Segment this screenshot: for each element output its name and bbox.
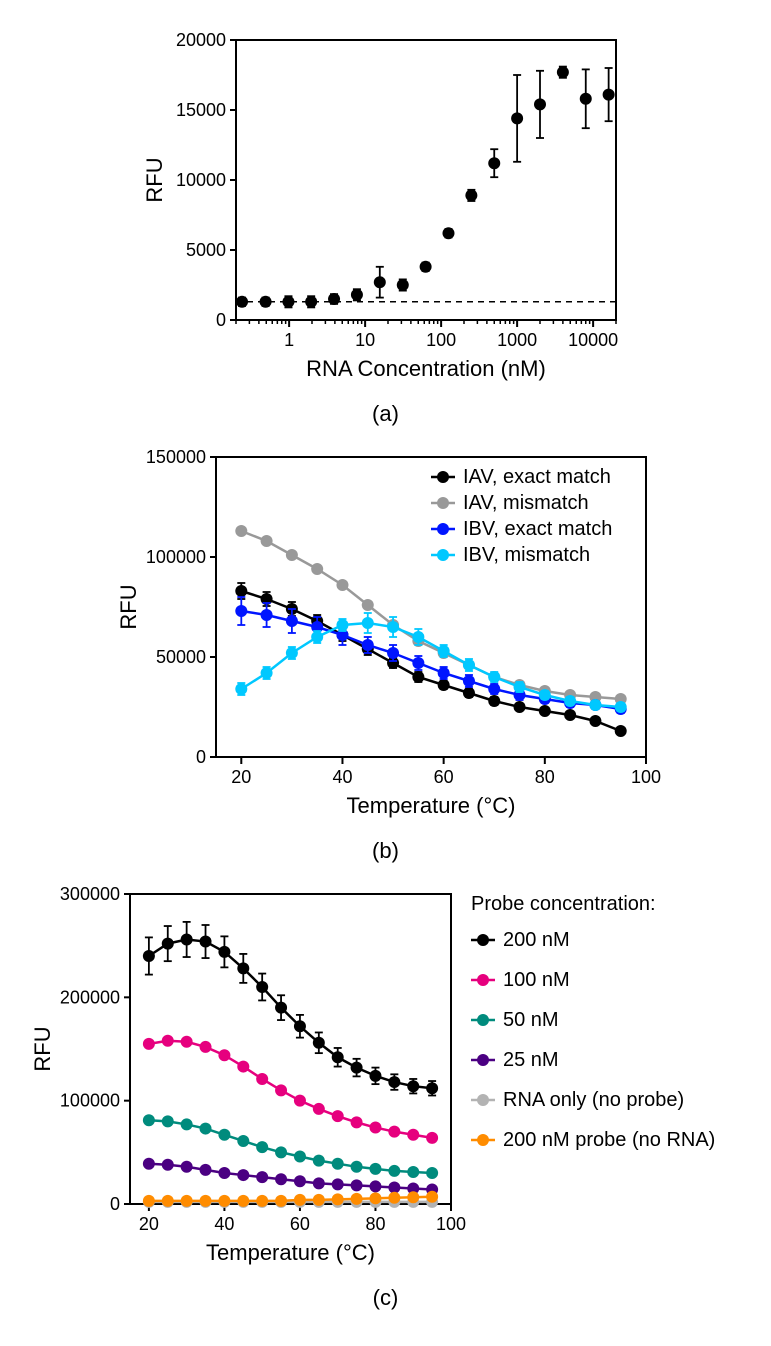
svg-text:20: 20 [231, 767, 251, 787]
svg-text:100 nM: 100 nM [503, 969, 570, 991]
svg-text:IAV, mismatch: IAV, mismatch [463, 492, 589, 514]
svg-text:5000: 5000 [185, 240, 225, 260]
svg-text:300000: 300000 [60, 884, 120, 904]
svg-text:0: 0 [110, 1194, 120, 1214]
panel-a-label: (a) [136, 401, 636, 427]
svg-text:100: 100 [436, 1214, 466, 1234]
svg-text:100000: 100000 [60, 1091, 120, 1111]
panel-a: 0 5000 10000 15000 20000 1 10 100 1000 10000 RNA C… [136, 20, 636, 427]
svg-text:20000: 20000 [175, 30, 225, 50]
svg-text:20: 20 [139, 1214, 159, 1234]
svg-text:RFU: RFU [142, 157, 167, 202]
svg-text:RFU: RFU [116, 584, 141, 629]
svg-text:0: 0 [215, 310, 225, 330]
svg-text:Probe concentration:: Probe concentration: [471, 893, 656, 915]
svg-text:IBV, exact match: IBV, exact match [463, 518, 612, 540]
svg-text:Temperature (°C): Temperature (°C) [346, 793, 515, 818]
svg-text:1000: 1000 [497, 330, 537, 350]
svg-text:60: 60 [290, 1214, 310, 1234]
svg-text:100: 100 [426, 330, 456, 350]
svg-text:50000: 50000 [155, 647, 205, 667]
svg-text:IAV, exact match: IAV, exact match [463, 466, 611, 488]
svg-text:200 nM: 200 nM [503, 929, 570, 951]
svg-text:25 nM: 25 nM [503, 1049, 559, 1071]
svg-text:RNA only (no probe): RNA only (no probe) [503, 1089, 684, 1111]
svg-text:50 nM: 50 nM [503, 1009, 559, 1031]
svg-text:10000: 10000 [175, 170, 225, 190]
svg-text:60: 60 [433, 767, 453, 787]
svg-text:15000: 15000 [175, 100, 225, 120]
svg-text:150000: 150000 [145, 447, 205, 467]
panel-c: 0 100000 200000 300000 20 40 60 80 100 Temperatur… [20, 874, 751, 1311]
figure: 05000100001500020000110100100010000RNA C… [20, 20, 751, 1311]
svg-text:10: 10 [355, 330, 375, 350]
svg-text:80: 80 [534, 767, 554, 787]
chart-b: 0 50000 100000 150000 20 40 60 80 100 Temperature… [106, 437, 666, 827]
svg-text:RFU: RFU [30, 1026, 55, 1071]
svg-text:Temperature (°C): Temperature (°C) [206, 1240, 375, 1265]
panel-b: 0 50000 100000 150000 20 40 60 80 100 Temperature… [106, 437, 666, 864]
svg-text:100000: 100000 [145, 547, 205, 567]
svg-text:80: 80 [365, 1214, 385, 1234]
svg-text:100: 100 [630, 767, 660, 787]
svg-text:200 nM probe (no RNA): 200 nM probe (no RNA) [503, 1129, 715, 1151]
chart-c: 0 100000 200000 300000 20 40 60 80 100 Temperatur… [20, 874, 751, 1274]
panel-c-label: (c) [20, 1285, 751, 1311]
svg-text:200000: 200000 [60, 987, 120, 1007]
svg-text:IBV, mismatch: IBV, mismatch [463, 544, 590, 566]
svg-text:40: 40 [214, 1214, 234, 1234]
svg-text:40: 40 [332, 767, 352, 787]
svg-text:RNA Concentration (nM): RNA Concentration (nM) [306, 356, 546, 381]
panel-b-label: (b) [106, 838, 666, 864]
svg-text:10000: 10000 [568, 330, 618, 350]
svg-text:0: 0 [195, 747, 205, 767]
svg-text:1: 1 [284, 330, 294, 350]
chart-a: 0 5000 10000 15000 20000 1 10 100 1000 10000 RNA C… [136, 20, 636, 390]
